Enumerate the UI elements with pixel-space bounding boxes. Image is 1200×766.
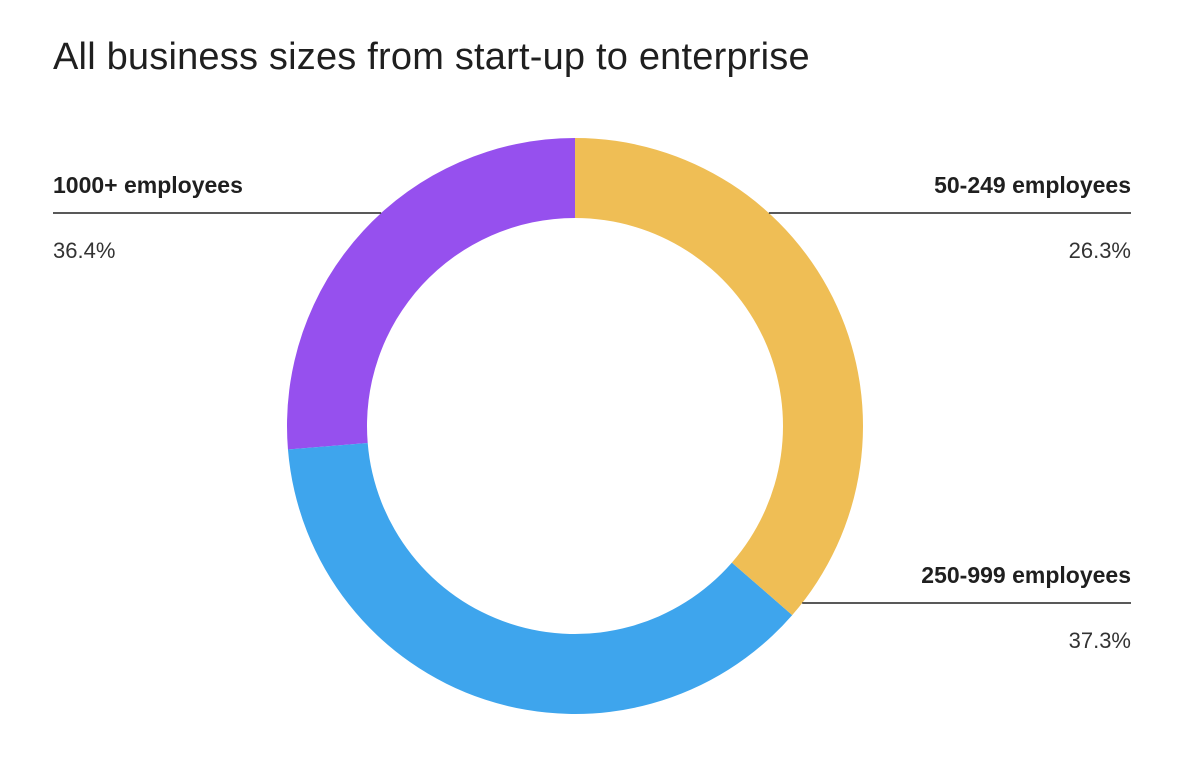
donut-slices xyxy=(287,138,863,715)
slice-label-250-999-employees: 250-999 employees xyxy=(921,562,1131,588)
donut-slice-1000-employees xyxy=(575,138,863,616)
slice-label-1000-employees: 1000+ employees xyxy=(53,172,243,198)
slice-value-50-249-employees: 26.3% xyxy=(1069,238,1131,263)
slice-value-1000-employees: 36.4% xyxy=(53,238,115,263)
chart-title: All business sizes from start-up to ente… xyxy=(53,36,810,78)
slice-value-250-999-employees: 37.3% xyxy=(1069,628,1131,653)
callouts: 50-249 employees 26.3% 250-999 employees 37… xyxy=(53,172,1131,653)
donut-slice-50-249-employees xyxy=(287,138,575,450)
slice-label-50-249-employees: 50-249 employees xyxy=(934,172,1131,198)
donut-slice-250-999-employees xyxy=(287,442,793,715)
